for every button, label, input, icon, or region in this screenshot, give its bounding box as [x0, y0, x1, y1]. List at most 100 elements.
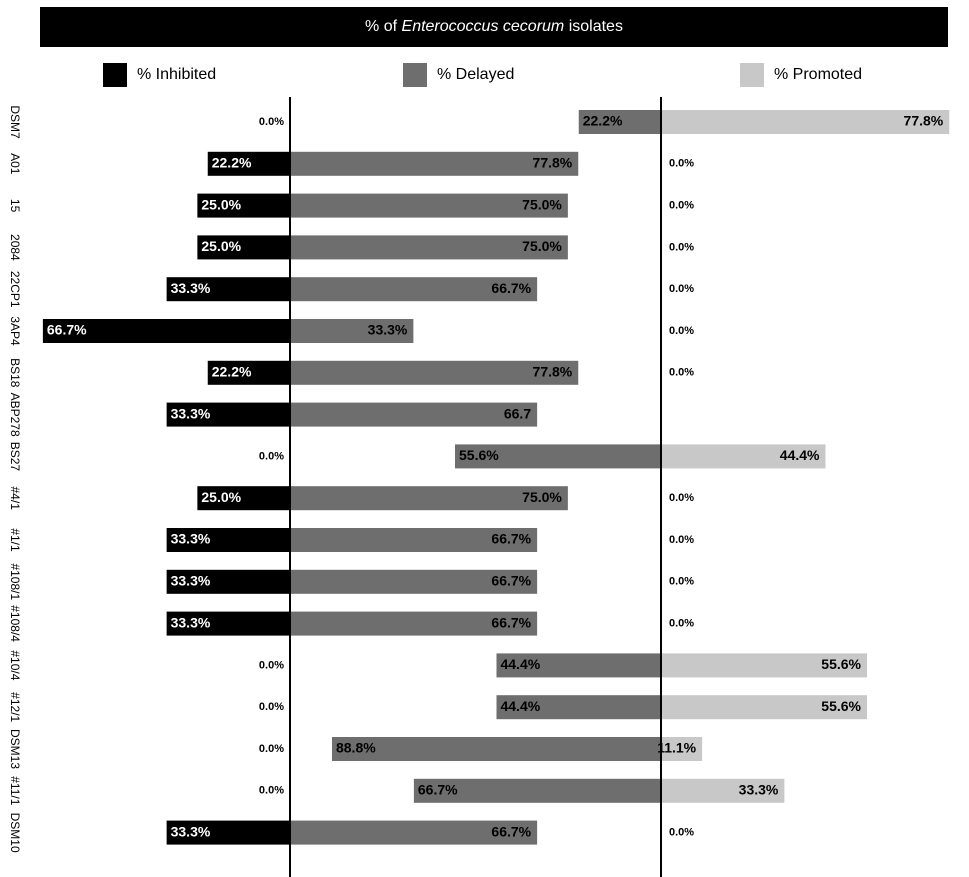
label-promoted-11: 0.0% — [669, 534, 694, 546]
bar-delayed-3ap4 — [290, 319, 414, 343]
label-inhibited-41: 25.0% — [201, 489, 241, 505]
label-delayed-22cp1: 66.7% — [491, 280, 531, 296]
bar-promoted-bs27 — [661, 444, 826, 469]
bar-delayed-dsm10 — [290, 820, 538, 845]
bar-promoted-dsm13 — [661, 737, 703, 761]
bar-delayed-121 — [496, 695, 661, 720]
bar-delayed-11 — [290, 528, 538, 552]
label-promoted-22cp1: 0.0% — [669, 283, 694, 295]
title-prefix: % of — [365, 18, 398, 35]
bar-delayed-abp278 — [290, 402, 538, 427]
label-delayed-121: 44.4% — [500, 698, 540, 714]
label-inhibited-121: 0.0% — [259, 701, 284, 713]
bar-delayed-41 — [290, 486, 568, 511]
title-species: Enterococcus cecorum — [401, 18, 565, 35]
bar-inhibited-1084 — [166, 611, 290, 636]
bar-inhibited-a01 — [207, 151, 290, 176]
bar-delayed-22cp1 — [290, 277, 538, 302]
bar-delayed-104 — [496, 653, 661, 678]
category-label-2084: 2084 — [8, 234, 22, 261]
bar-delayed-1084 — [290, 611, 538, 636]
bar-inhibited-11 — [166, 528, 290, 552]
label-inhibited-bs18: 22.2% — [212, 364, 252, 380]
category-label-dsm7: DSM7 — [8, 105, 22, 139]
bar-delayed-dsm7 — [578, 110, 661, 134]
category-label-11: #1/1 — [8, 528, 22, 552]
category-label-a01: A01 — [8, 153, 22, 175]
label-delayed-1081: 66.7% — [491, 573, 531, 589]
category-label-41: #4/1 — [8, 487, 22, 511]
label-delayed-3ap4: 33.3% — [368, 322, 408, 338]
bar-promoted-121 — [661, 695, 867, 720]
legend-label-delayed: % Delayed — [437, 66, 515, 83]
legend-swatch-promoted — [740, 63, 764, 87]
category-label-1081: #108/1 — [8, 563, 22, 600]
label-promoted-dsm13: 11.1% — [657, 740, 696, 756]
bar-promoted-dsm7 — [661, 110, 950, 134]
label-inhibited-104: 0.0% — [259, 659, 284, 671]
label-inhibited-15: 25.0% — [201, 196, 241, 212]
label-delayed-111: 66.7% — [418, 782, 458, 798]
bar-inhibited-15 — [197, 193, 290, 218]
category-label-bs18: BS18 — [8, 358, 22, 388]
bar-delayed-111 — [413, 778, 661, 803]
label-promoted-bs27: 44.4% — [780, 447, 820, 463]
label-delayed-bs27: 55.6% — [459, 447, 499, 463]
bar-delayed-2084 — [290, 235, 568, 260]
bar-inhibited-abp278 — [166, 402, 290, 427]
label-inhibited-abp278: 33.3% — [171, 405, 211, 421]
category-label-bs27: BS27 — [8, 442, 22, 472]
label-delayed-dsm10: 66.7% — [491, 823, 531, 839]
label-inhibited-22cp1: 33.3% — [171, 280, 211, 296]
label-delayed-11: 66.7% — [491, 531, 531, 547]
label-promoted-bs18: 0.0% — [669, 367, 694, 379]
label-promoted-a01: 0.0% — [669, 158, 694, 170]
bar-promoted-104 — [661, 653, 867, 678]
category-label-3ap4: 3AP4 — [8, 316, 22, 346]
bar-inhibited-2084 — [197, 235, 290, 260]
label-inhibited-bs27: 0.0% — [259, 450, 284, 462]
category-label-104: #10/4 — [8, 650, 22, 680]
legend-label-inhibited: % Inhibited — [137, 66, 217, 83]
label-inhibited-a01: 22.2% — [212, 155, 252, 171]
label-promoted-3ap4: 0.0% — [669, 325, 694, 337]
label-promoted-104: 55.6% — [821, 656, 861, 672]
chart-title: % of Enterococcus cecorum isolates — [40, 7, 948, 47]
label-delayed-a01: 77.8% — [533, 155, 573, 171]
label-delayed-bs18: 77.8% — [533, 364, 573, 380]
bar-inhibited-22cp1 — [166, 277, 290, 302]
bar-delayed-a01 — [290, 151, 579, 176]
label-inhibited-dsm10: 33.3% — [171, 823, 211, 839]
legend-item-promoted: % Promoted — [740, 61, 862, 89]
bar-inhibited-1081 — [166, 569, 290, 594]
label-promoted-15: 0.0% — [669, 200, 694, 212]
legend-label-promoted: % Promoted — [774, 66, 863, 83]
label-inhibited-3ap4: 66.7% — [47, 322, 87, 338]
bar-promoted-111 — [661, 778, 785, 803]
label-promoted-dsm10: 0.0% — [669, 827, 694, 839]
bar-delayed-1081 — [290, 569, 538, 594]
label-delayed-41: 75.0% — [522, 489, 562, 505]
label-delayed-104: 44.4% — [500, 656, 540, 672]
bar-delayed-bs18 — [290, 360, 579, 385]
label-inhibited-11: 33.3% — [171, 531, 211, 547]
label-delayed-abp278: 66.7 — [504, 405, 531, 421]
label-inhibited-111: 0.0% — [259, 785, 284, 797]
bar-inhibited-dsm10 — [166, 820, 290, 845]
label-promoted-dsm7: 77.8% — [904, 113, 944, 129]
label-inhibited-1084: 33.3% — [171, 614, 211, 630]
label-delayed-1084: 66.7% — [491, 614, 531, 630]
label-promoted-41: 0.0% — [669, 492, 694, 504]
label-promoted-121: 55.6% — [821, 698, 861, 714]
bar-delayed-15 — [290, 193, 568, 218]
legend-swatch-delayed — [403, 63, 427, 87]
legend-item-delayed: % Delayed — [403, 61, 514, 89]
bar-inhibited-3ap4 — [42, 319, 291, 343]
label-inhibited-2084: 25.0% — [201, 238, 241, 254]
category-label-15: 15 — [8, 199, 22, 213]
label-inhibited-dsm13: 0.0% — [259, 743, 284, 755]
category-label-dsm10: DSM10 — [8, 813, 22, 853]
label-promoted-1081: 0.0% — [669, 576, 694, 588]
label-promoted-1084: 0.0% — [669, 618, 694, 630]
